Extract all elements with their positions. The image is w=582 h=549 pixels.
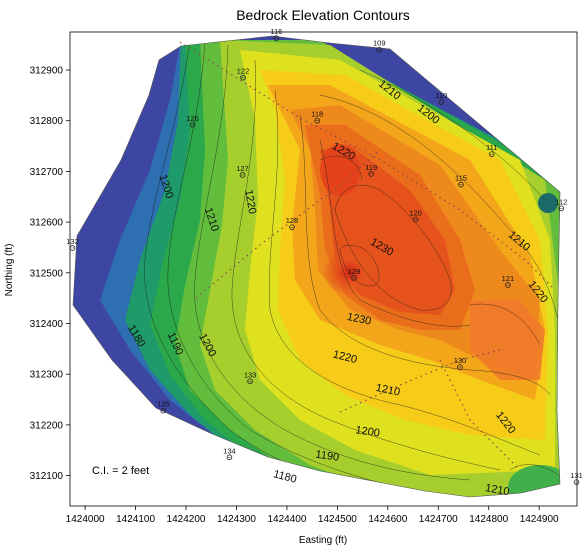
well-label: 129: [348, 267, 361, 276]
well-marker: [376, 46, 383, 53]
well-label: 112: [555, 197, 567, 206]
y-tick-label: 312700: [30, 167, 64, 178]
well-marker: [239, 172, 246, 178]
x-tick-label: 1424700: [419, 514, 458, 525]
well-marker: [240, 74, 246, 81]
well-marker: [573, 479, 580, 485]
well-marker: [438, 99, 445, 105]
chart-title: Bedrock Elevation Contours: [236, 7, 410, 23]
well-label: 134: [223, 446, 236, 455]
well-label: 115: [455, 174, 467, 183]
well-marker: [457, 364, 463, 370]
contour-label: 1200: [355, 424, 381, 439]
y-tick-label: 312100: [30, 471, 64, 482]
site-boundary: [72, 35, 561, 498]
well-marker: [412, 216, 419, 223]
well-label: 122: [237, 67, 250, 76]
x-tick-label: 1424300: [217, 514, 256, 525]
contour-label: 1190: [315, 449, 340, 464]
well-label: 131: [570, 471, 582, 480]
well-label: 120: [409, 209, 422, 218]
well-label: 116: [270, 27, 282, 36]
well-label: 118: [311, 110, 323, 119]
well-marker: [273, 35, 280, 41]
well-marker: [160, 407, 167, 414]
well-label: 119: [365, 163, 377, 172]
well-label: 110: [435, 91, 447, 100]
well-marker: [189, 121, 196, 128]
well-marker: [351, 275, 357, 281]
x-tick-label: 1424400: [267, 514, 306, 525]
x-tick-label: 1424500: [318, 514, 357, 525]
well-label: 128: [286, 216, 299, 225]
y-tick-label: 312500: [30, 268, 64, 279]
well-label: 111: [486, 143, 497, 152]
well-label: 126: [186, 114, 199, 123]
contour-label: 1220: [242, 189, 258, 215]
well-marker: [368, 171, 374, 177]
y-tick-label: 312900: [30, 66, 64, 77]
well-marker: [247, 378, 253, 385]
well-label: 135: [157, 400, 170, 409]
well-marker: [69, 245, 76, 251]
well-marker: [488, 151, 495, 157]
x-tick-label: 1424000: [66, 514, 105, 525]
wells: 116 109 122 110 126 118 111 127 119 115 112 128 120 1…: [66, 27, 582, 485]
well-label: 130: [454, 356, 467, 365]
y-tick-label: 312800: [30, 116, 64, 127]
well-label: 121: [502, 274, 515, 283]
contour-label: 1210: [375, 382, 401, 399]
well-label: 133: [244, 370, 257, 379]
well-marker: [558, 205, 565, 212]
x-tick-label: 1424200: [167, 514, 206, 525]
well-label: 109: [373, 39, 386, 48]
y-tick-label: 312300: [30, 370, 64, 381]
well-marker: [289, 224, 295, 230]
x-tick-label: 1424600: [368, 514, 407, 525]
section-lines: [179, 41, 556, 471]
y-tick-label: 312600: [30, 218, 64, 229]
x-tick-label: 1424800: [469, 514, 508, 525]
contour-label: 1180: [272, 468, 298, 486]
well-marker: [226, 454, 233, 461]
contour-interval-note: C.I. = 2 feet: [92, 465, 149, 477]
contour-label: 1210: [484, 482, 510, 498]
x-tick-label: 1424900: [520, 514, 559, 525]
y-tick-label: 312200: [30, 420, 64, 431]
well-label: 132: [66, 237, 79, 246]
y-tick-label: 312400: [30, 319, 64, 330]
well-marker: [505, 282, 511, 288]
axes: 1424000 1424100 1424200 1424300 1424400 14245…: [30, 66, 559, 525]
y-axis-label: Northing (ft): [4, 244, 15, 297]
well-label: 127: [236, 164, 249, 173]
well-marker: [314, 117, 320, 124]
x-axis-label: Easting (ft): [299, 535, 347, 546]
well-marker: [458, 181, 464, 188]
contour-label: 1220: [332, 349, 359, 367]
x-tick-label: 1424100: [116, 514, 155, 525]
contour-label: 1230: [346, 311, 372, 328]
